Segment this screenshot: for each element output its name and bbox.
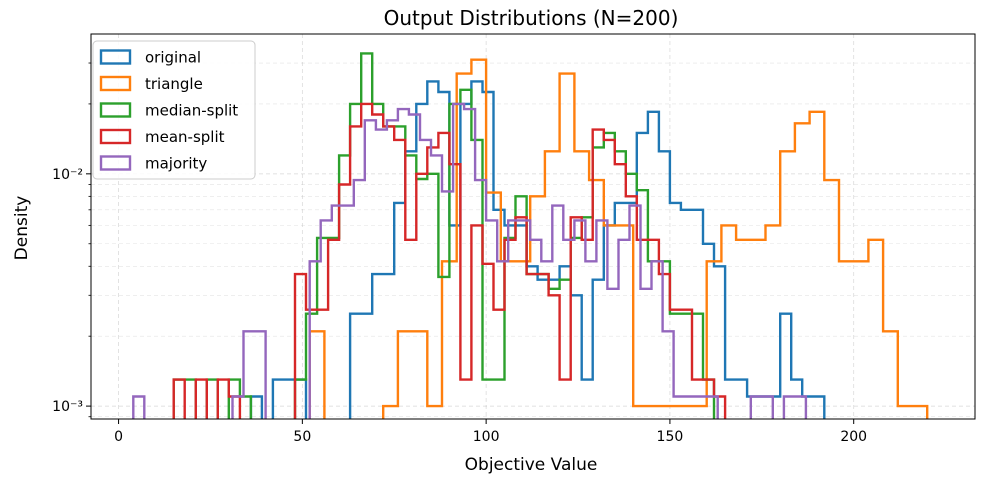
- x-tick-label: 200: [840, 429, 867, 445]
- legend-label-median-split: median-split: [145, 102, 238, 120]
- legend: original triangle median-split mean-split ma…: [92, 40, 256, 180]
- histogram-series-median-split: [172, 52, 716, 419]
- histogram-series-triangle: [308, 58, 929, 419]
- x-tick-label: 50: [293, 429, 311, 445]
- legend-box: [92, 40, 256, 180]
- legend-label-mean-split: mean-split: [145, 128, 225, 146]
- histogram-series-mean-split: [172, 102, 727, 419]
- legend-swatch-triangle: [99, 75, 132, 92]
- chart-title: Output Distributions (N=200): [384, 6, 679, 30]
- legend-swatch-median-split: [99, 102, 132, 118]
- legend-swatch-original: [99, 49, 132, 65]
- histogram-series-original: [249, 80, 826, 419]
- legend-swatch-mean-split: [99, 128, 132, 145]
- x-tick-label: 100: [473, 429, 500, 445]
- y-tick-label: 10⁻³: [52, 399, 83, 415]
- legend-label-majority: majority: [145, 155, 207, 173]
- x-tick-label: 0: [114, 429, 123, 445]
- legend-label-triangle: triangle: [145, 75, 203, 93]
- x-axis-label: Objective Value: [465, 455, 598, 475]
- legend-label-original: original: [145, 49, 201, 67]
- plot-frame: [90, 33, 976, 420]
- legend-swatch-majority: [99, 155, 132, 171]
- x-tick-label: 150: [657, 429, 684, 445]
- y-tick-label: 10⁻²: [52, 167, 83, 183]
- y-axis-label: Density: [12, 196, 32, 261]
- series-layer: [132, 52, 929, 419]
- histogram-series-majority: [132, 102, 808, 419]
- tick-layer: 0 50 100 150 200 10⁻³ 10⁻²: [52, 62, 867, 445]
